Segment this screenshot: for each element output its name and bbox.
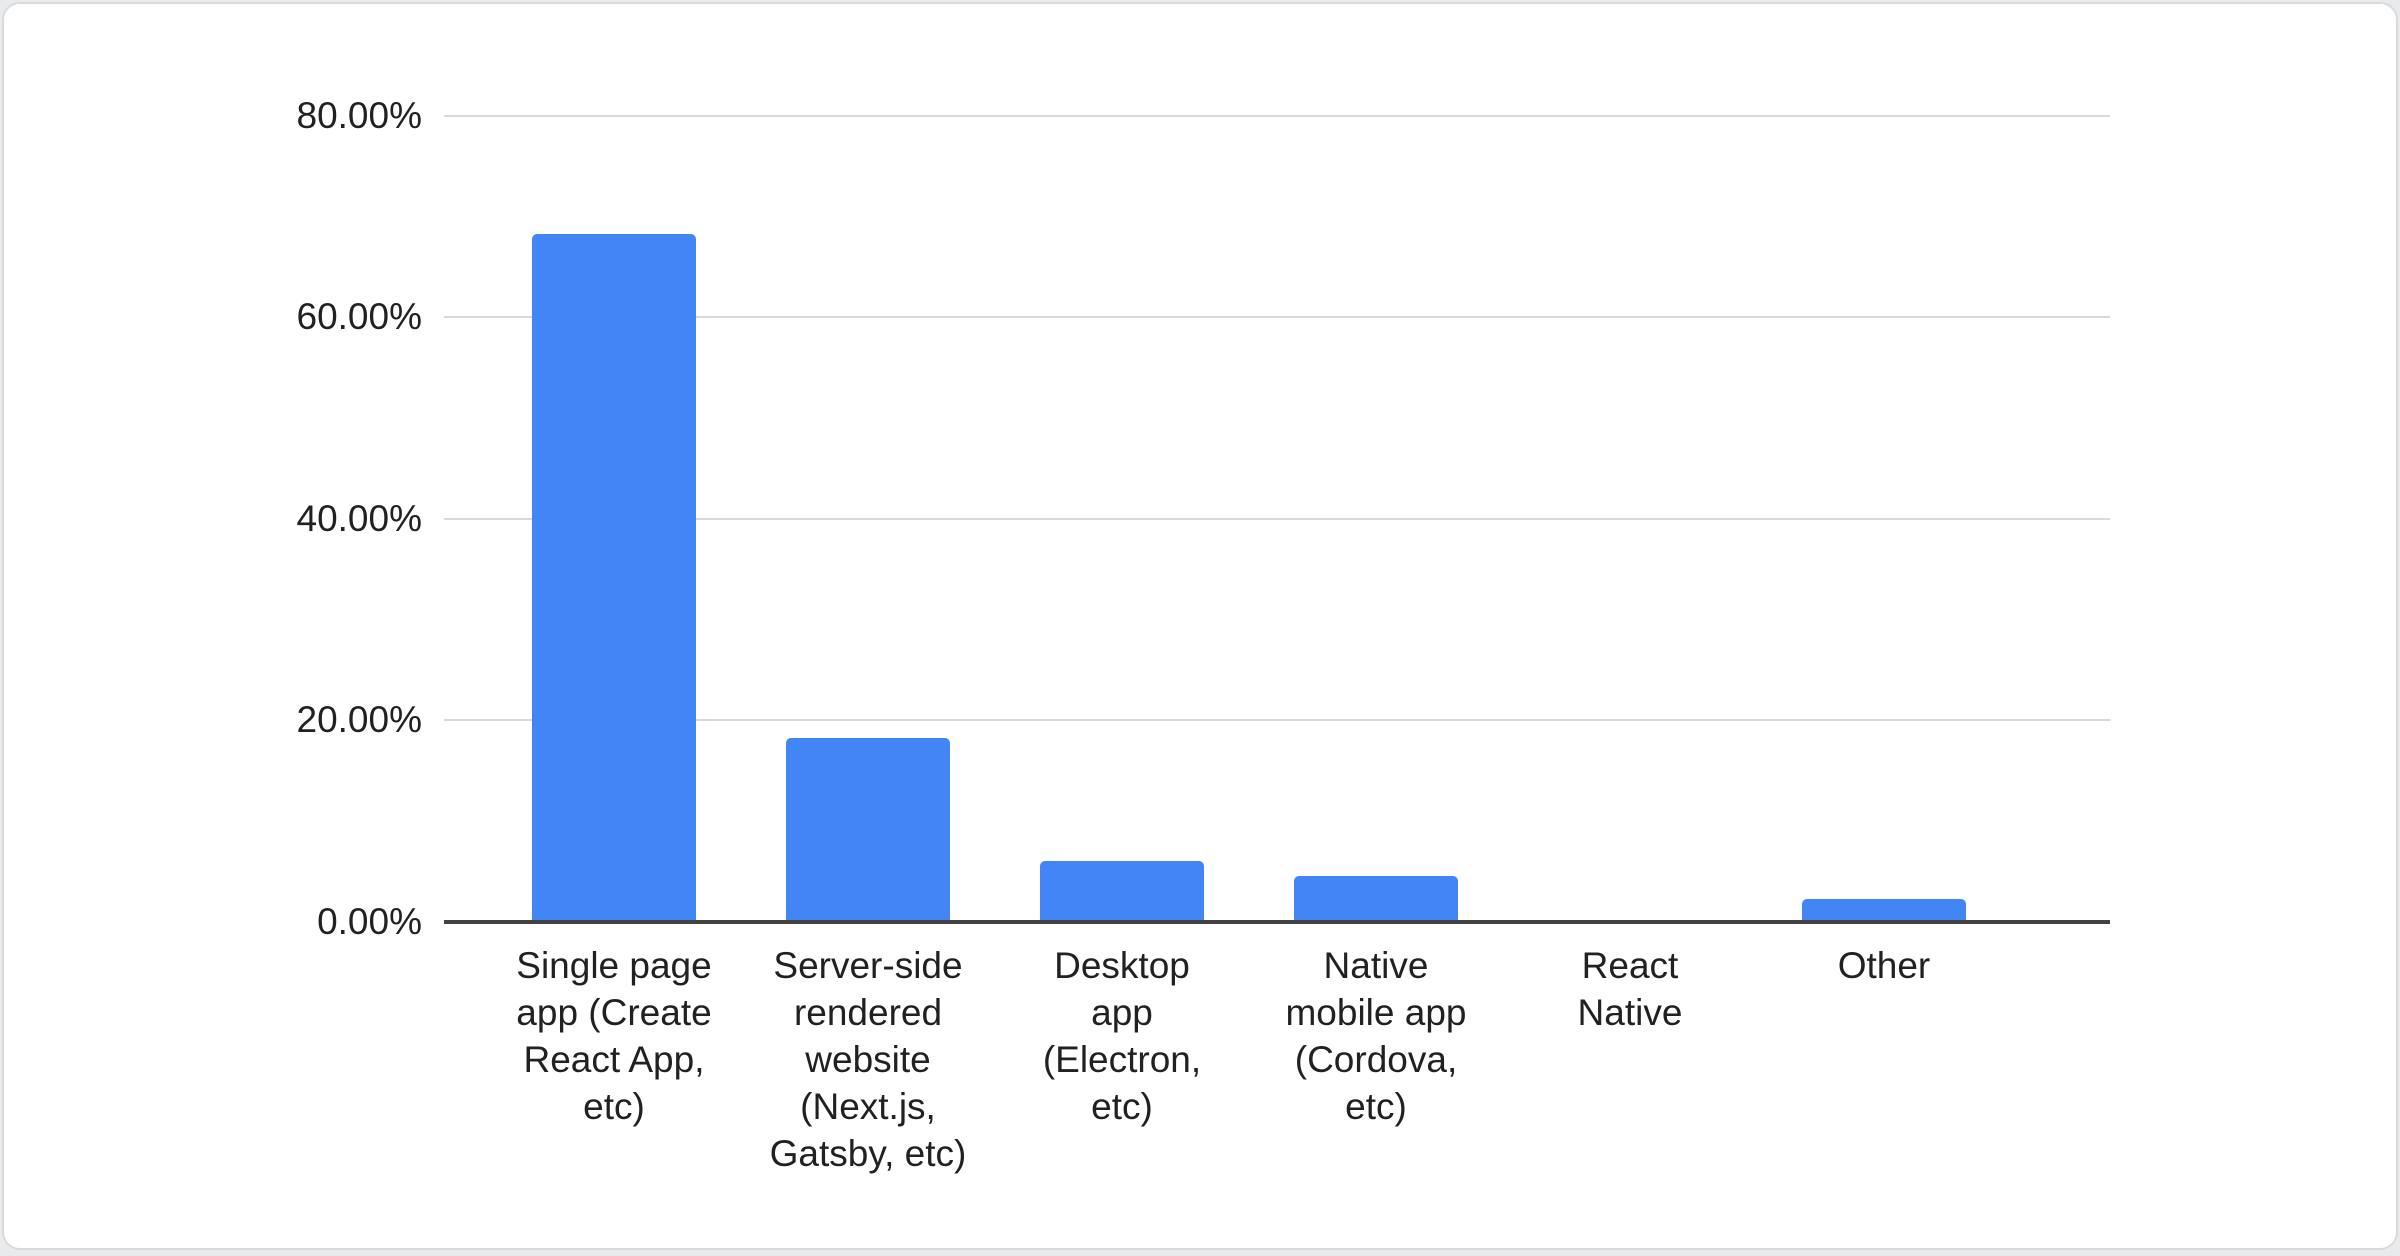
y-tick-label: 80.00% (296, 94, 423, 136)
gridline (444, 316, 2110, 319)
x-category-label: Native mobile app (Cordova, etc) (1285, 945, 1467, 1127)
x-category-label: Desktop app (Electron, etc) (1042, 945, 1202, 1127)
gridline (444, 719, 2110, 722)
y-tick-label: 20.00% (296, 699, 423, 741)
bar (1294, 876, 1458, 922)
y-tick-label: 60.00% (296, 296, 423, 338)
x-category-label: Server-side rendered website (Next.js, G… (769, 945, 967, 1174)
y-tick-label: 0.00% (317, 901, 422, 942)
bar (1802, 899, 1966, 922)
x-category-label: Single page app (Create React App, etc) (516, 945, 712, 1127)
x-axis-line (444, 920, 2110, 924)
y-tick-label: 40.00% (296, 497, 423, 539)
gridline (444, 517, 2110, 520)
gridline (444, 114, 2110, 117)
x-category-label: Other (1837, 945, 1931, 986)
bar (1040, 861, 1204, 922)
bar (532, 234, 696, 922)
x-category-label: React Native (1577, 945, 1683, 1033)
bar (786, 738, 950, 922)
